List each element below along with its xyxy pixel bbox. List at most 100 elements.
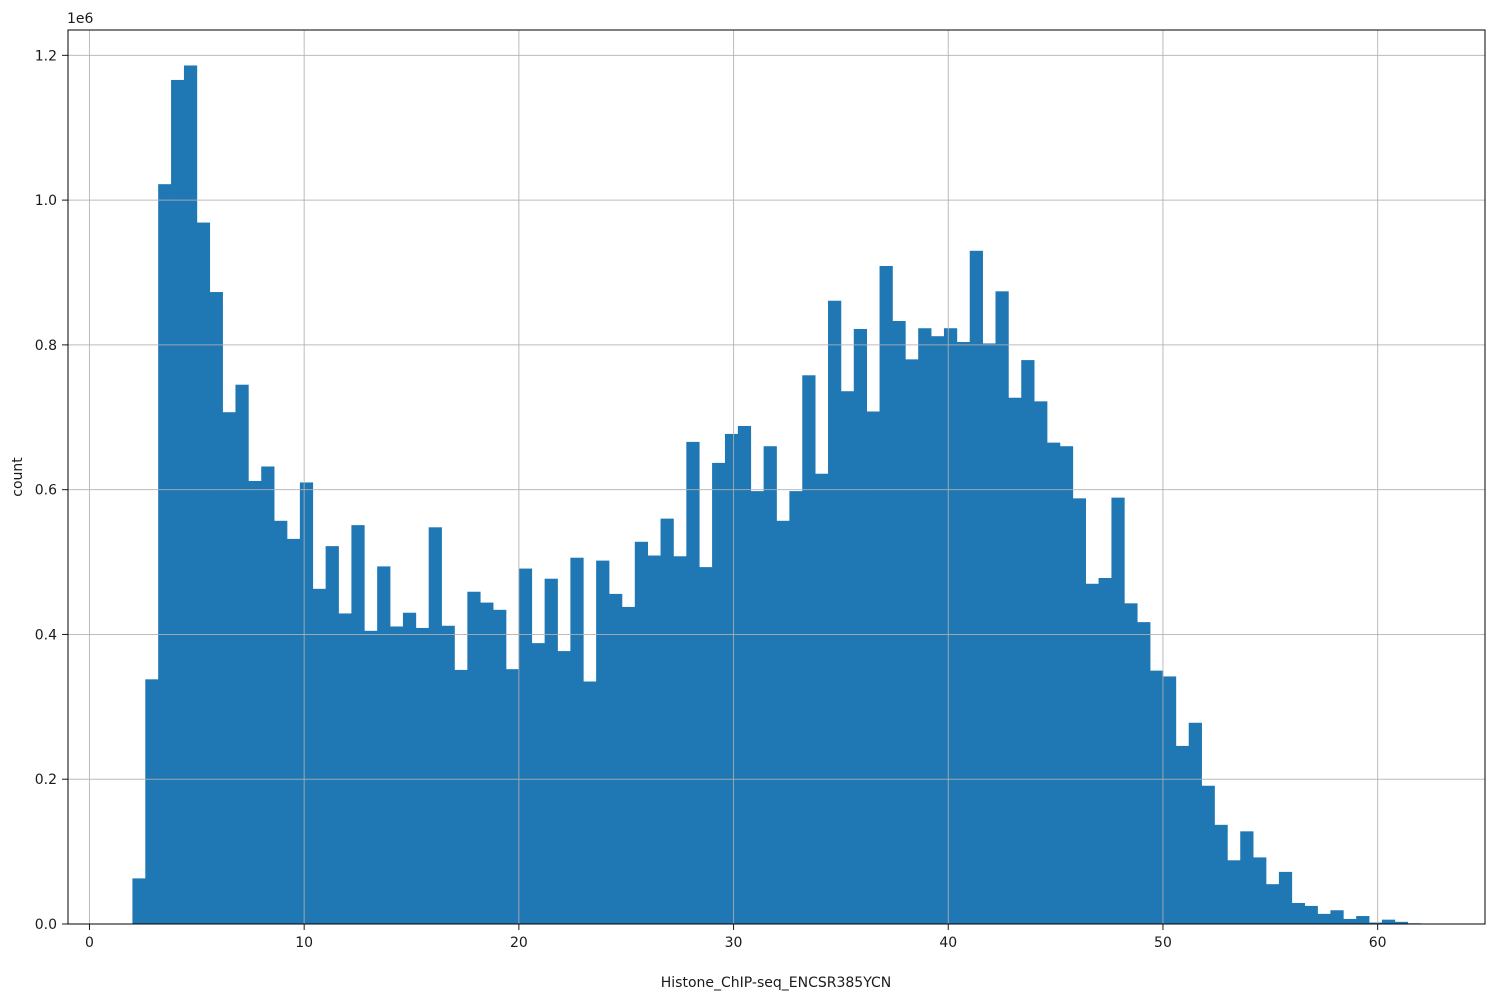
histogram-bar xyxy=(724,433,739,924)
histogram-bar xyxy=(261,466,275,924)
histogram-bar xyxy=(686,441,700,924)
histogram-bar xyxy=(763,446,777,924)
y-tick-label: 1.2 xyxy=(35,48,57,64)
plot-border xyxy=(67,29,1486,925)
histogram-bar xyxy=(196,222,211,925)
histogram-bar xyxy=(570,557,584,924)
histogram-bar xyxy=(1343,918,1357,924)
histogram-bar xyxy=(454,669,468,924)
histogram-bar xyxy=(621,606,636,924)
histogram-bar xyxy=(931,336,945,924)
histogram-bar xyxy=(467,591,481,924)
tick-labels: 0 10 20 30 40 50 60 0.0 0.2 0.4 0.6 0.8 1.0 1.2 xyxy=(35,48,1387,951)
x-tick-label: 60 xyxy=(1369,935,1387,951)
histogram-bar xyxy=(995,291,1009,924)
histogram-bar xyxy=(209,292,223,924)
histogram-bar xyxy=(183,65,198,925)
histogram-bar xyxy=(1021,360,1035,925)
x-tick-label: 50 xyxy=(1154,935,1172,951)
histogram-bar xyxy=(235,384,249,924)
x-tick-label: 20 xyxy=(510,935,528,951)
histogram-bar xyxy=(750,491,764,924)
histogram-bar xyxy=(815,473,829,924)
histogram-bar xyxy=(274,520,288,924)
histogram-bar xyxy=(1188,722,1202,924)
histogram-bar xyxy=(1150,670,1164,924)
histogram-bar xyxy=(402,612,417,924)
histogram-bar xyxy=(480,602,494,924)
histogram-bar xyxy=(312,588,326,924)
histogram-bar xyxy=(338,613,352,924)
histogram-bar xyxy=(1227,860,1241,924)
histogram-bar xyxy=(866,411,880,924)
histogram-bar xyxy=(493,609,507,924)
histogram-bar xyxy=(1266,884,1280,924)
x-tick-label: 10 xyxy=(295,935,313,951)
histogram-bar xyxy=(1356,916,1370,924)
histogram-bar xyxy=(789,491,803,924)
histogram-bar xyxy=(596,560,610,924)
histogram-bar xyxy=(222,412,236,924)
histogram-bar xyxy=(299,482,314,924)
y-tick-label: 0.6 xyxy=(35,483,57,499)
histogram-bar xyxy=(1008,397,1022,925)
histogram-bar xyxy=(1085,583,1099,924)
histogram-bar xyxy=(1137,622,1151,924)
histogram-bar xyxy=(609,593,623,924)
histogram-bar xyxy=(351,525,365,924)
histogram-bar xyxy=(712,462,726,924)
histogram-bar xyxy=(518,568,533,924)
histogram-bar xyxy=(325,546,339,924)
histogram-bar xyxy=(647,555,661,924)
histogram-bar xyxy=(892,321,906,924)
histogram-bar xyxy=(1047,442,1061,924)
histogram-bar xyxy=(1072,498,1087,924)
y-offset-label: 1e6 xyxy=(67,11,94,27)
histogram-bar xyxy=(390,626,404,924)
x-tick-label: 40 xyxy=(939,935,957,951)
histogram-bar xyxy=(1175,745,1190,924)
histogram-bar xyxy=(132,878,146,924)
histogram-bar xyxy=(1369,922,1383,924)
histogram-bar xyxy=(1214,824,1228,924)
axis-ticks xyxy=(62,54,1379,930)
histogram-bar xyxy=(377,566,391,924)
histogram-bar xyxy=(583,681,597,924)
histogram-bar xyxy=(634,541,649,924)
histogram-bar xyxy=(776,520,790,924)
histogram-bar xyxy=(840,391,855,925)
x-tick-label: 30 xyxy=(725,935,743,951)
histogram-bar xyxy=(660,518,674,924)
histogram-bar xyxy=(673,556,687,924)
histogram-bar xyxy=(828,300,842,925)
histogram-bar xyxy=(1124,603,1138,924)
histogram-bar xyxy=(158,184,172,924)
y-tick-label: 0.4 xyxy=(35,627,57,643)
y-tick-label: 0.2 xyxy=(35,772,57,788)
histogram-bar xyxy=(956,342,971,924)
histogram-bar xyxy=(1098,577,1112,924)
histogram-bar xyxy=(879,265,893,924)
histogram-bar xyxy=(1034,401,1048,925)
histogram-bar xyxy=(905,359,919,924)
histogram-bar xyxy=(802,375,816,924)
histogram-bar xyxy=(505,669,520,924)
histogram-bar xyxy=(699,567,713,924)
histogram-bar xyxy=(428,527,442,924)
histogram-bar xyxy=(1059,446,1074,924)
histogram-bar xyxy=(364,630,378,924)
histogram-bar xyxy=(1330,910,1344,924)
histogram-bar xyxy=(1240,831,1254,924)
histogram-bar xyxy=(531,643,545,924)
histogram-bar xyxy=(969,250,983,925)
histogram-bar xyxy=(415,627,430,924)
y-tick-label: 0.0 xyxy=(35,917,57,933)
histogram-bar xyxy=(1162,676,1177,924)
histogram-bar xyxy=(286,538,301,924)
x-axis-label: Histone_ChIP-seq_ENCSR385YCN xyxy=(661,975,891,991)
y-tick-label: 1.0 xyxy=(35,193,57,209)
histogram-bar xyxy=(1317,913,1331,924)
histogram-bar xyxy=(1253,857,1267,924)
